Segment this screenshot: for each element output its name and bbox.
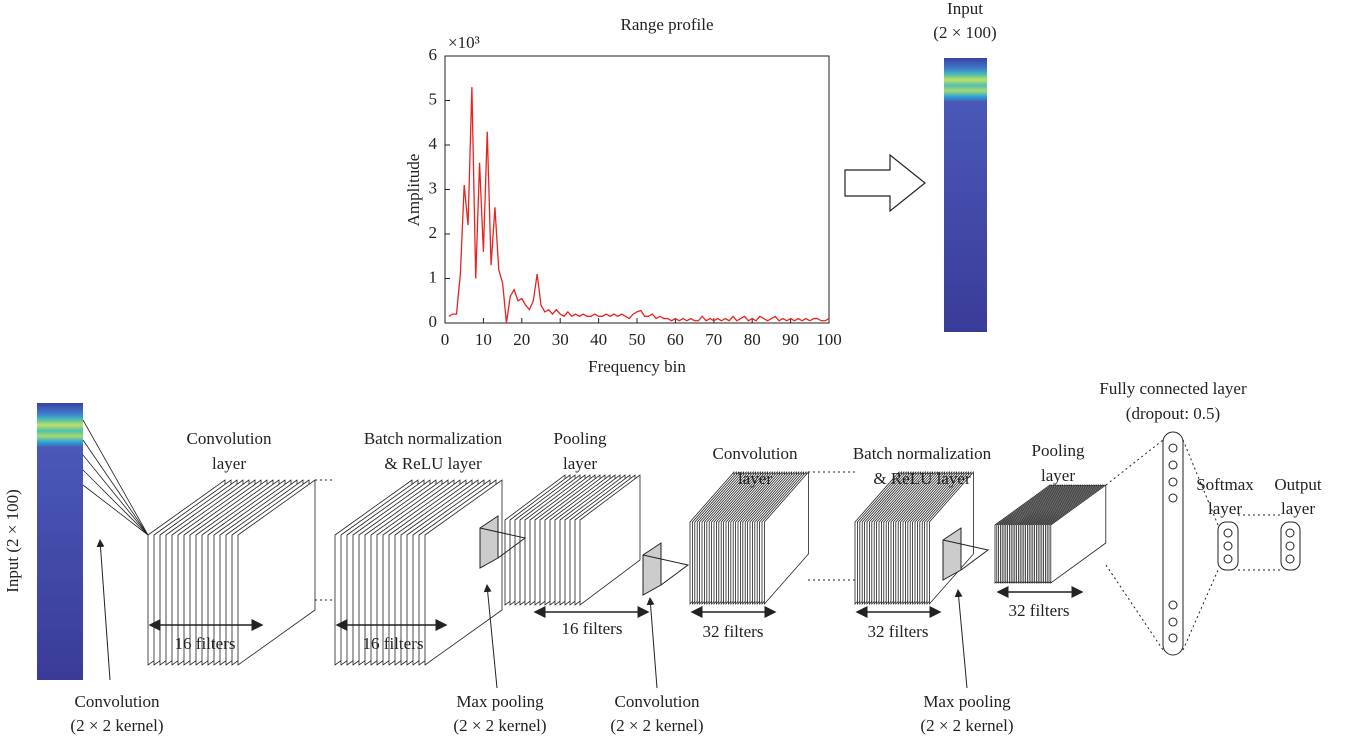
axis-multiplier: ×10³	[448, 33, 480, 52]
filter-count: 32 filters	[1009, 601, 1070, 620]
filter-count: 32 filters	[703, 622, 764, 641]
label: Batch normalization	[853, 444, 992, 463]
side-input-label: Input (2 × 100)	[3, 489, 22, 593]
label: Max pooling	[456, 692, 544, 711]
x-tick-label: 100	[816, 330, 842, 349]
label: Convolution	[74, 692, 160, 711]
label: Convolution	[186, 429, 272, 448]
y-tick-label: 1	[429, 267, 438, 286]
label: (2 × 2 kernel)	[920, 716, 1013, 735]
label: & ReLU layer	[873, 469, 971, 488]
kernel-cone	[942, 539, 990, 571]
neuron	[1223, 528, 1233, 538]
y-axis-label: Amplitude	[404, 154, 423, 227]
neuron	[1168, 460, 1178, 470]
x-tick-label: 10	[475, 330, 492, 349]
connector	[1182, 439, 1219, 526]
y-tick-label: 4	[429, 134, 438, 153]
kernel-line	[82, 439, 149, 536]
pointer	[954, 589, 968, 689]
label: layer	[563, 454, 597, 473]
neuron	[1168, 617, 1178, 627]
label: Pooling	[554, 429, 607, 448]
label: Pooling	[1032, 441, 1085, 460]
connector	[1182, 569, 1219, 651]
label: (2 × 2 kernel)	[453, 716, 546, 735]
kernel-cone	[479, 527, 527, 559]
x-tick-label: 70	[705, 330, 722, 349]
kernel	[642, 542, 662, 596]
label: Convolution	[712, 444, 798, 463]
neuron	[1285, 528, 1295, 538]
label: layer	[212, 454, 246, 473]
neuron	[1223, 541, 1233, 551]
kernel-line	[82, 469, 149, 536]
connector	[1105, 564, 1164, 651]
kernel-line	[82, 419, 149, 536]
filter-sheet	[1050, 484, 1107, 584]
flow-arrow	[844, 153, 926, 213]
x-tick-label: 0	[441, 330, 450, 349]
neuron	[1223, 554, 1233, 564]
label: (2 × 2 kernel)	[70, 716, 163, 735]
label: Batch normalization	[364, 429, 503, 448]
label: Fully connected layer	[1099, 379, 1247, 398]
label: layer	[1281, 499, 1315, 518]
pointer	[483, 584, 498, 689]
neuron	[1168, 477, 1178, 487]
filter-sheet	[764, 470, 809, 606]
x-tick-label: 80	[744, 330, 761, 349]
fc-layer	[1162, 431, 1184, 656]
label: (dropout: 0.5)	[1126, 404, 1220, 423]
label: (2 × 2 kernel)	[610, 716, 703, 735]
x-tick-label: 60	[667, 330, 684, 349]
data-line	[448, 87, 830, 324]
label: layer	[1041, 466, 1075, 485]
x-tick-label: 30	[552, 330, 569, 349]
neuron	[1168, 493, 1178, 503]
label: Convolution	[614, 692, 700, 711]
filter-sheet	[579, 474, 641, 606]
label: Max pooling	[923, 692, 1011, 711]
kernel-cone	[642, 554, 690, 586]
input-heatmap	[37, 403, 83, 680]
kernel-line	[82, 484, 149, 536]
y-tick-label: 0	[429, 312, 438, 331]
neuron	[1285, 541, 1295, 551]
label: layer	[1208, 499, 1242, 518]
filter-count: 16 filters	[363, 634, 424, 653]
x-tick-label: 40	[590, 330, 607, 349]
label: Softmax	[1196, 475, 1254, 494]
pointer	[96, 539, 111, 681]
neuron	[1168, 443, 1178, 453]
label: layer	[738, 469, 772, 488]
y-tick-label: 3	[429, 178, 438, 197]
filter-count: 32 filters	[868, 622, 929, 641]
label: Output	[1274, 475, 1322, 494]
filter-count: 16 filters	[175, 634, 236, 653]
x-tick-label: 20	[513, 330, 530, 349]
y-tick-label: 5	[429, 89, 438, 108]
x-tick-label: 90	[782, 330, 799, 349]
chart-title: Range profile	[621, 15, 714, 34]
kernel-line	[82, 454, 149, 536]
neuron	[1168, 633, 1178, 643]
x-axis-label: Frequency bin	[588, 357, 686, 376]
input-heatmap	[944, 58, 987, 332]
label: (2 × 100)	[933, 23, 996, 42]
neuron	[1285, 554, 1295, 564]
neuron	[1168, 600, 1178, 610]
label: & ReLU layer	[384, 454, 482, 473]
connector	[1105, 439, 1164, 486]
x-tick-label: 50	[629, 330, 646, 349]
y-tick-label: 6	[429, 45, 438, 64]
filter-count: 16 filters	[562, 619, 623, 638]
y-tick-label: 2	[429, 223, 438, 242]
pointer	[646, 597, 658, 689]
label: Input	[947, 0, 983, 18]
